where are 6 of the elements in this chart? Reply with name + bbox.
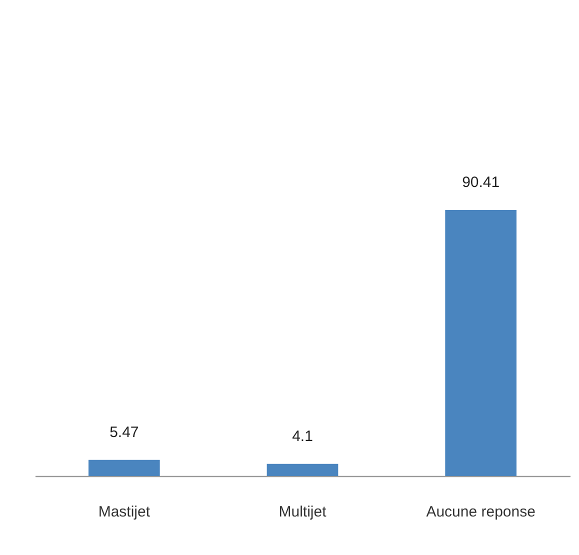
data-label: 5.47: [110, 424, 139, 441]
data-label: 90.41: [462, 174, 500, 191]
x-tick-label: Aucune reponse: [426, 504, 536, 520]
x-tick-label: Multijet: [278, 504, 328, 520]
x-tick-label: Mastijet: [98, 504, 151, 520]
data-label: 4.1: [292, 428, 313, 445]
